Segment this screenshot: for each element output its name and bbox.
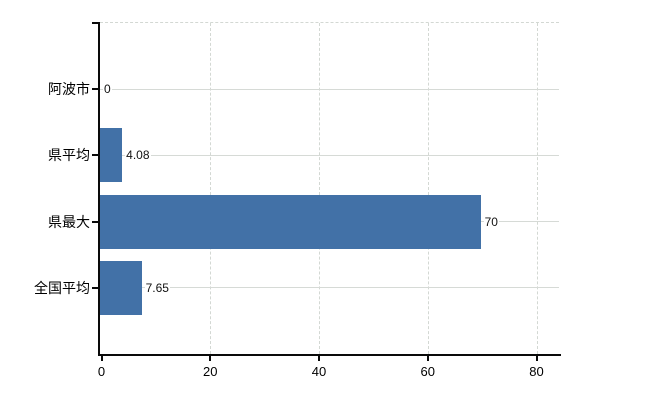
plot-area: 0 4.08 70 7.65 0 20 40 60 80 阿波市県平均県最大全国平均 xyxy=(34,22,561,379)
y-axis-category-label: 全国平均 xyxy=(34,279,90,296)
y-axis-tick xyxy=(92,88,98,91)
horizontal-gridline xyxy=(100,154,559,156)
bar xyxy=(100,194,481,249)
y-axis-tick xyxy=(92,220,98,223)
x-axis-tick-label: 60 xyxy=(420,364,435,379)
bar-value-label: 0 xyxy=(103,81,112,98)
horizontal-gridline xyxy=(100,88,559,90)
bar-value-label: 4.08 xyxy=(125,147,151,164)
vertical-gridline xyxy=(536,23,538,354)
x-axis-tick xyxy=(100,356,103,361)
x-axis-tick-label: 20 xyxy=(203,364,218,379)
x-axis-spine xyxy=(98,354,561,356)
x-axis-tick-label: 0 xyxy=(97,364,106,379)
vertical-gridline xyxy=(319,23,320,354)
x-axis-tick xyxy=(535,356,538,361)
horizontal-gridline xyxy=(100,287,559,289)
y-axis-tick xyxy=(92,22,98,24)
x-axis-tick-label: 40 xyxy=(311,364,327,379)
bar-value-label: 7.65 xyxy=(144,279,170,296)
y-axis-tick xyxy=(92,154,98,157)
y-axis-category-label: 阿波市 xyxy=(48,81,90,98)
bar xyxy=(100,128,123,183)
y-axis-tick xyxy=(92,286,98,289)
y-axis-category-label: 県平均 xyxy=(48,147,90,164)
x-axis-tick xyxy=(426,356,429,361)
x-axis-tick-label: 80 xyxy=(529,364,544,379)
bar xyxy=(100,260,142,315)
x-axis-tick xyxy=(318,356,320,361)
y-axis-category-label: 県最大 xyxy=(48,213,90,230)
y-axis-spine xyxy=(98,22,100,356)
bar-value-label: 70 xyxy=(483,213,499,230)
vertical-gridline xyxy=(427,23,429,354)
vertical-gridline xyxy=(210,23,212,354)
x-axis-tick xyxy=(209,356,212,361)
